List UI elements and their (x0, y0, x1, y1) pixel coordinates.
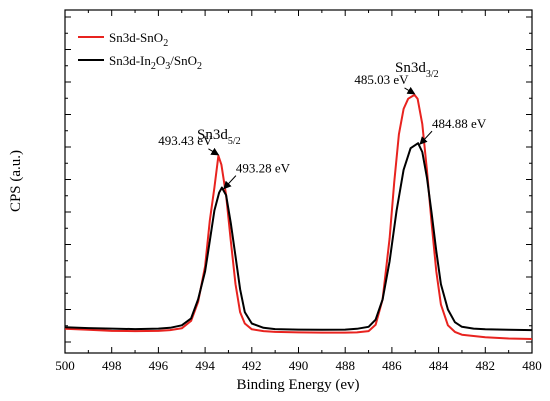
annotation-arrow (208, 147, 220, 156)
x-tick-label: 482 (476, 358, 496, 373)
annotation-label: 485.03 eV (354, 72, 409, 87)
x-tick-label: 486 (382, 358, 402, 373)
peak-label-sn3d-5-2: Sn3d5/2 (197, 127, 241, 147)
legend: Sn3d-SnO2 Sn3d-In2O3/SnO2 (78, 30, 202, 72)
x-tick-label: 488 (335, 358, 355, 373)
legend-label-sn3d-sno2: Sn3d-SnO2 (109, 30, 168, 49)
series-layer (64, 93, 533, 340)
annotation-arrow (223, 175, 237, 190)
series-line-sn3d-in2o3-sno2 (64, 142, 533, 332)
axis-ticks (64, 10, 533, 353)
annotation-label: 493.28 eV (236, 161, 291, 176)
legend-label-sn3d-in2o3-sno2: Sn3d-In2O3/SnO2 (109, 53, 202, 72)
series-line-sn3d-sno2 (64, 93, 533, 340)
annotation-label: 484.88 eV (432, 116, 487, 131)
x-tick-label: 484 (429, 358, 449, 373)
x-tick-label: 480 (522, 358, 542, 373)
annotation-layer: 493.43 eV 493.28 eV 485.03 eV 484.88 eV (158, 72, 487, 190)
annotation-label: 493.43 eV (158, 133, 213, 148)
annotation-arrow (404, 86, 416, 95)
y-axis-label: CPS (a.u.) (8, 150, 24, 212)
x-tick-label: 490 (289, 358, 309, 373)
x-tick-label: 496 (149, 358, 169, 373)
x-tick-label: 498 (102, 358, 122, 373)
annotation-arrow (419, 130, 433, 145)
x-tick-label: 494 (195, 358, 215, 373)
peak-label-sn3d-3-2: Sn3d3/2 (395, 60, 439, 80)
x-tick-labels: 500 498 496 494 492 490 488 486 484 482 480 (55, 358, 542, 373)
x-tick-label: 500 (55, 358, 75, 373)
x-axis-label: Binding Energy (ev) (236, 377, 359, 393)
x-tick-label: 492 (242, 358, 262, 373)
